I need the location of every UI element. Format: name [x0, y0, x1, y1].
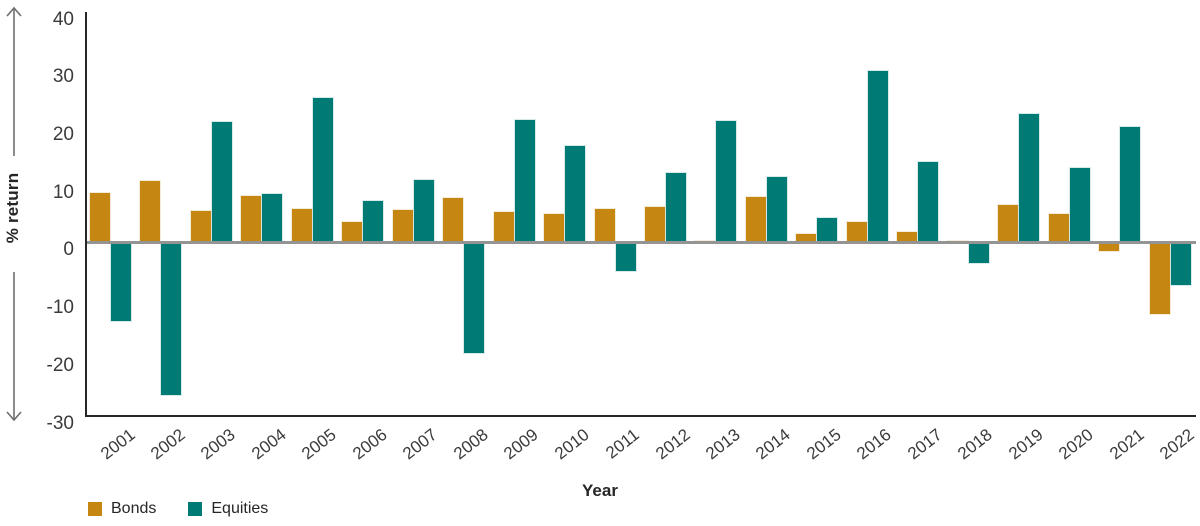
- bar-equities-2016: [867, 70, 888, 243]
- legend-label-bonds: Bonds: [111, 500, 157, 517]
- bar-equities-2019: [1019, 113, 1040, 243]
- y-axis-line: [85, 12, 87, 417]
- bar-equities-2015: [817, 218, 838, 243]
- bar-equities-2013: [716, 120, 737, 243]
- bar-bonds-2001: [90, 193, 110, 243]
- x-tick-label: 2009: [500, 425, 542, 464]
- legend-item-bonds: Bonds: [88, 500, 156, 518]
- bar-equities-2008: [464, 242, 485, 353]
- bar-bonds-2005: [291, 209, 312, 243]
- x-tick-label: 2002: [147, 425, 189, 464]
- bar-bonds-2003: [190, 210, 211, 243]
- y-tick-label: 40: [52, 8, 74, 30]
- legend-swatch-equities: [188, 502, 203, 516]
- bar-bonds-2020: [1048, 214, 1069, 243]
- bar-equities-2003: [211, 121, 232, 243]
- y-tick-label: 20: [52, 123, 74, 145]
- y-tick-label: 0: [63, 239, 74, 261]
- bar-equities-2011: [615, 242, 636, 272]
- bar-bonds-2016: [846, 221, 867, 243]
- y-axis-range-arrow-icon: [6, 6, 22, 422]
- y-tick-label: -10: [46, 297, 74, 319]
- x-tick-label: 2013: [702, 425, 744, 464]
- y-tick-label: -30: [46, 412, 74, 434]
- bar-equities-2022: [1170, 242, 1191, 285]
- bar-bonds-2017: [897, 231, 918, 243]
- bar-equities-2007: [413, 179, 434, 243]
- bar-bonds-2002: [140, 181, 161, 243]
- bar-equities-2020: [1069, 168, 1090, 243]
- bar-bonds-2008: [443, 198, 464, 243]
- x-tick-label: 2019: [1004, 425, 1047, 464]
- bar-bonds-2004: [241, 195, 262, 243]
- y-tick-label: 10: [52, 181, 74, 203]
- bar-equities-2012: [666, 172, 686, 243]
- x-tick-label: 2018: [954, 425, 996, 464]
- bar-equities-2018: [968, 242, 989, 264]
- bar-bonds-2021: [1099, 242, 1120, 252]
- x-tick-label: 2014: [752, 425, 795, 464]
- bar-bonds-2011: [594, 209, 615, 243]
- x-axis-line: [85, 415, 1196, 417]
- legend-label-equities: Equities: [211, 500, 269, 517]
- zero-baseline: [86, 241, 1196, 244]
- x-tick-label: 2003: [197, 425, 240, 464]
- x-tick-label: 2017: [903, 425, 946, 464]
- bar-bonds-2014: [745, 196, 766, 243]
- bar-equities-2002: [161, 242, 182, 396]
- bar-equities-2009: [514, 119, 535, 243]
- bar-bonds-2012: [645, 207, 665, 243]
- x-tick-label: 2001: [96, 425, 139, 464]
- x-tick-label: 2011: [602, 425, 643, 463]
- legend: Bonds Equities: [88, 500, 268, 518]
- bar-bonds-2006: [342, 222, 363, 243]
- bar-equities-2010: [565, 145, 586, 243]
- bar-bonds-2015: [796, 234, 817, 243]
- bar-equities-2021: [1120, 127, 1141, 243]
- y-tick-label: -20: [46, 354, 74, 376]
- x-tick-label: 2015: [803, 425, 845, 464]
- x-tick-label: 2008: [449, 425, 492, 464]
- y-tick-label: 30: [52, 66, 74, 88]
- bar-equities-2014: [766, 176, 787, 243]
- x-axis-title: Year: [582, 481, 618, 500]
- bar-bonds-2007: [392, 209, 413, 243]
- x-tick-label: 2020: [1055, 425, 1097, 464]
- bar-equities-2001: [111, 242, 131, 321]
- x-tick-label: 2022: [1156, 425, 1198, 464]
- x-tick-label: 2016: [853, 425, 896, 464]
- x-tick-label: 2006: [348, 425, 391, 464]
- x-tick-label: 2012: [651, 425, 694, 464]
- bar-equities-2017: [918, 162, 939, 243]
- bar-bonds-2010: [544, 214, 565, 243]
- x-tick-label: 2007: [399, 425, 441, 464]
- x-tick-label: 2010: [550, 425, 593, 464]
- bar-equities-2005: [312, 97, 333, 243]
- bar-equities-2004: [262, 194, 283, 243]
- legend-item-equities: Equities: [188, 500, 268, 518]
- x-tick-label: 2021: [1105, 425, 1148, 464]
- legend-swatch-bonds: [88, 502, 102, 516]
- bar-equities-2006: [363, 200, 384, 243]
- bar-bonds-2019: [998, 204, 1019, 243]
- x-tick-label: 2005: [298, 425, 341, 464]
- x-tick-label: 2004: [248, 425, 290, 464]
- bar-bonds-2009: [493, 211, 514, 243]
- bar-bonds-2022: [1149, 242, 1170, 315]
